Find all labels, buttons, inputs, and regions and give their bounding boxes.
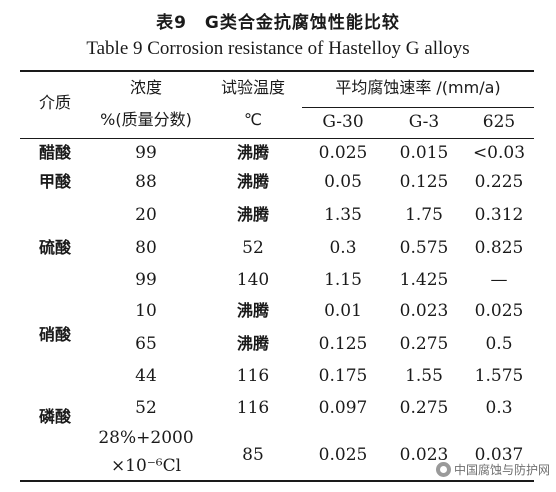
table-title-cn: 表9 G类合金抗腐蚀性能比较 — [156, 13, 400, 33]
cell-g3: 1.425 — [399, 270, 449, 290]
cell-g3: 1.75 — [405, 205, 443, 225]
cell-g3: 0.275 — [399, 334, 449, 354]
cell-g30: 0.097 — [318, 398, 368, 418]
cell-g3: 0.023 — [399, 301, 449, 321]
cell-concentration-chloride: ×10⁻⁶Cl — [110, 456, 182, 476]
cell-temperature: 沸腾 — [236, 172, 269, 191]
cell-temperature: 85 — [242, 445, 264, 465]
cell-temperature: 116 — [236, 398, 270, 418]
cell-concentration: 44 — [135, 366, 157, 386]
cell-temperature: 沸腾 — [236, 334, 269, 353]
header-temperature: 试验温度 — [220, 78, 285, 97]
cell-625: 0.025 — [474, 301, 524, 321]
header-corrosion-rate: 平均腐蚀速率 /(mm/a) — [335, 78, 501, 97]
cell-concentration: 80 — [135, 238, 157, 258]
cell-temperature: 116 — [236, 366, 270, 386]
cell-g30: 0.01 — [324, 301, 362, 321]
cell-625: 0.5 — [485, 334, 513, 354]
cell-625: 0.225 — [474, 172, 524, 192]
cell-625: 0.312 — [474, 205, 524, 225]
header-alloy-g30: G-30 — [322, 112, 364, 132]
bottom-rule — [20, 480, 534, 482]
medium-sulfuric-acid: 硫酸 — [38, 238, 71, 257]
cell-625: 1.575 — [474, 366, 524, 386]
wechat-icon — [435, 462, 451, 477]
cell-g30: 0.175 — [318, 366, 368, 386]
cell-625: 0.037 — [474, 445, 524, 465]
watermark-text: 中国腐蚀与防护网 — [453, 463, 550, 477]
top-rule — [20, 70, 534, 72]
cell-g30: 1.35 — [324, 205, 362, 225]
cell-g3: 0.575 — [399, 238, 449, 258]
cell-g30: 0.125 — [318, 334, 368, 354]
cell-concentration: 88 — [135, 172, 157, 192]
cell-625: 0.3 — [485, 398, 513, 418]
cell-concentration: 99 — [135, 270, 157, 290]
medium-formic-acid: 甲酸 — [38, 172, 71, 191]
header-alloy-g3: G-3 — [408, 112, 440, 132]
cell-g30: 0.025 — [318, 445, 368, 465]
cell-625: <0.03 — [472, 143, 526, 163]
cell-concentration: 10 — [135, 301, 157, 321]
cell-temperature: 沸腾 — [236, 143, 269, 162]
cell-concentration: 28%+2000 — [98, 428, 194, 448]
header-temperature-unit: ℃ — [244, 110, 262, 129]
table-title-en: Table 9 Corrosion resistance of Hastello… — [86, 38, 470, 59]
header-alloy-625: 625 — [482, 112, 516, 132]
cell-concentration: 99 — [135, 143, 157, 163]
header-rule — [20, 138, 534, 139]
cell-g30: 0.3 — [329, 238, 357, 258]
cell-g3: 1.55 — [405, 366, 443, 386]
cell-g3: 0.125 — [399, 172, 449, 192]
header-concentration: 浓度 — [129, 78, 162, 97]
cell-temperature: 沸腾 — [236, 301, 269, 320]
medium-phosphoric-acid: 磷酸 — [38, 407, 71, 426]
cell-temperature: 52 — [242, 238, 264, 258]
header-medium: 介质 — [38, 93, 71, 112]
header-concentration-unit: %(质量分数) — [100, 110, 192, 129]
cell-625: — — [490, 270, 508, 290]
cell-temperature: 140 — [236, 270, 270, 290]
cell-concentration: 52 — [135, 398, 157, 418]
cell-g3: 0.275 — [399, 398, 449, 418]
cell-concentration: 65 — [135, 334, 157, 354]
cell-g30: 0.05 — [324, 172, 362, 192]
cell-625: 0.825 — [474, 238, 524, 258]
cell-temperature: 沸腾 — [236, 205, 269, 224]
cell-concentration: 20 — [135, 205, 157, 225]
medium-nitric-acid: 硝酸 — [38, 325, 71, 344]
header-sub-rule — [302, 107, 534, 108]
medium-acetic-acid: 醋酸 — [38, 143, 71, 162]
cell-g30: 1.15 — [324, 270, 362, 290]
cell-g3: 0.023 — [399, 445, 449, 465]
cell-g30: 0.025 — [318, 143, 368, 163]
cell-g3: 0.015 — [399, 143, 449, 163]
watermark: 中国腐蚀与防护网 — [435, 461, 550, 478]
